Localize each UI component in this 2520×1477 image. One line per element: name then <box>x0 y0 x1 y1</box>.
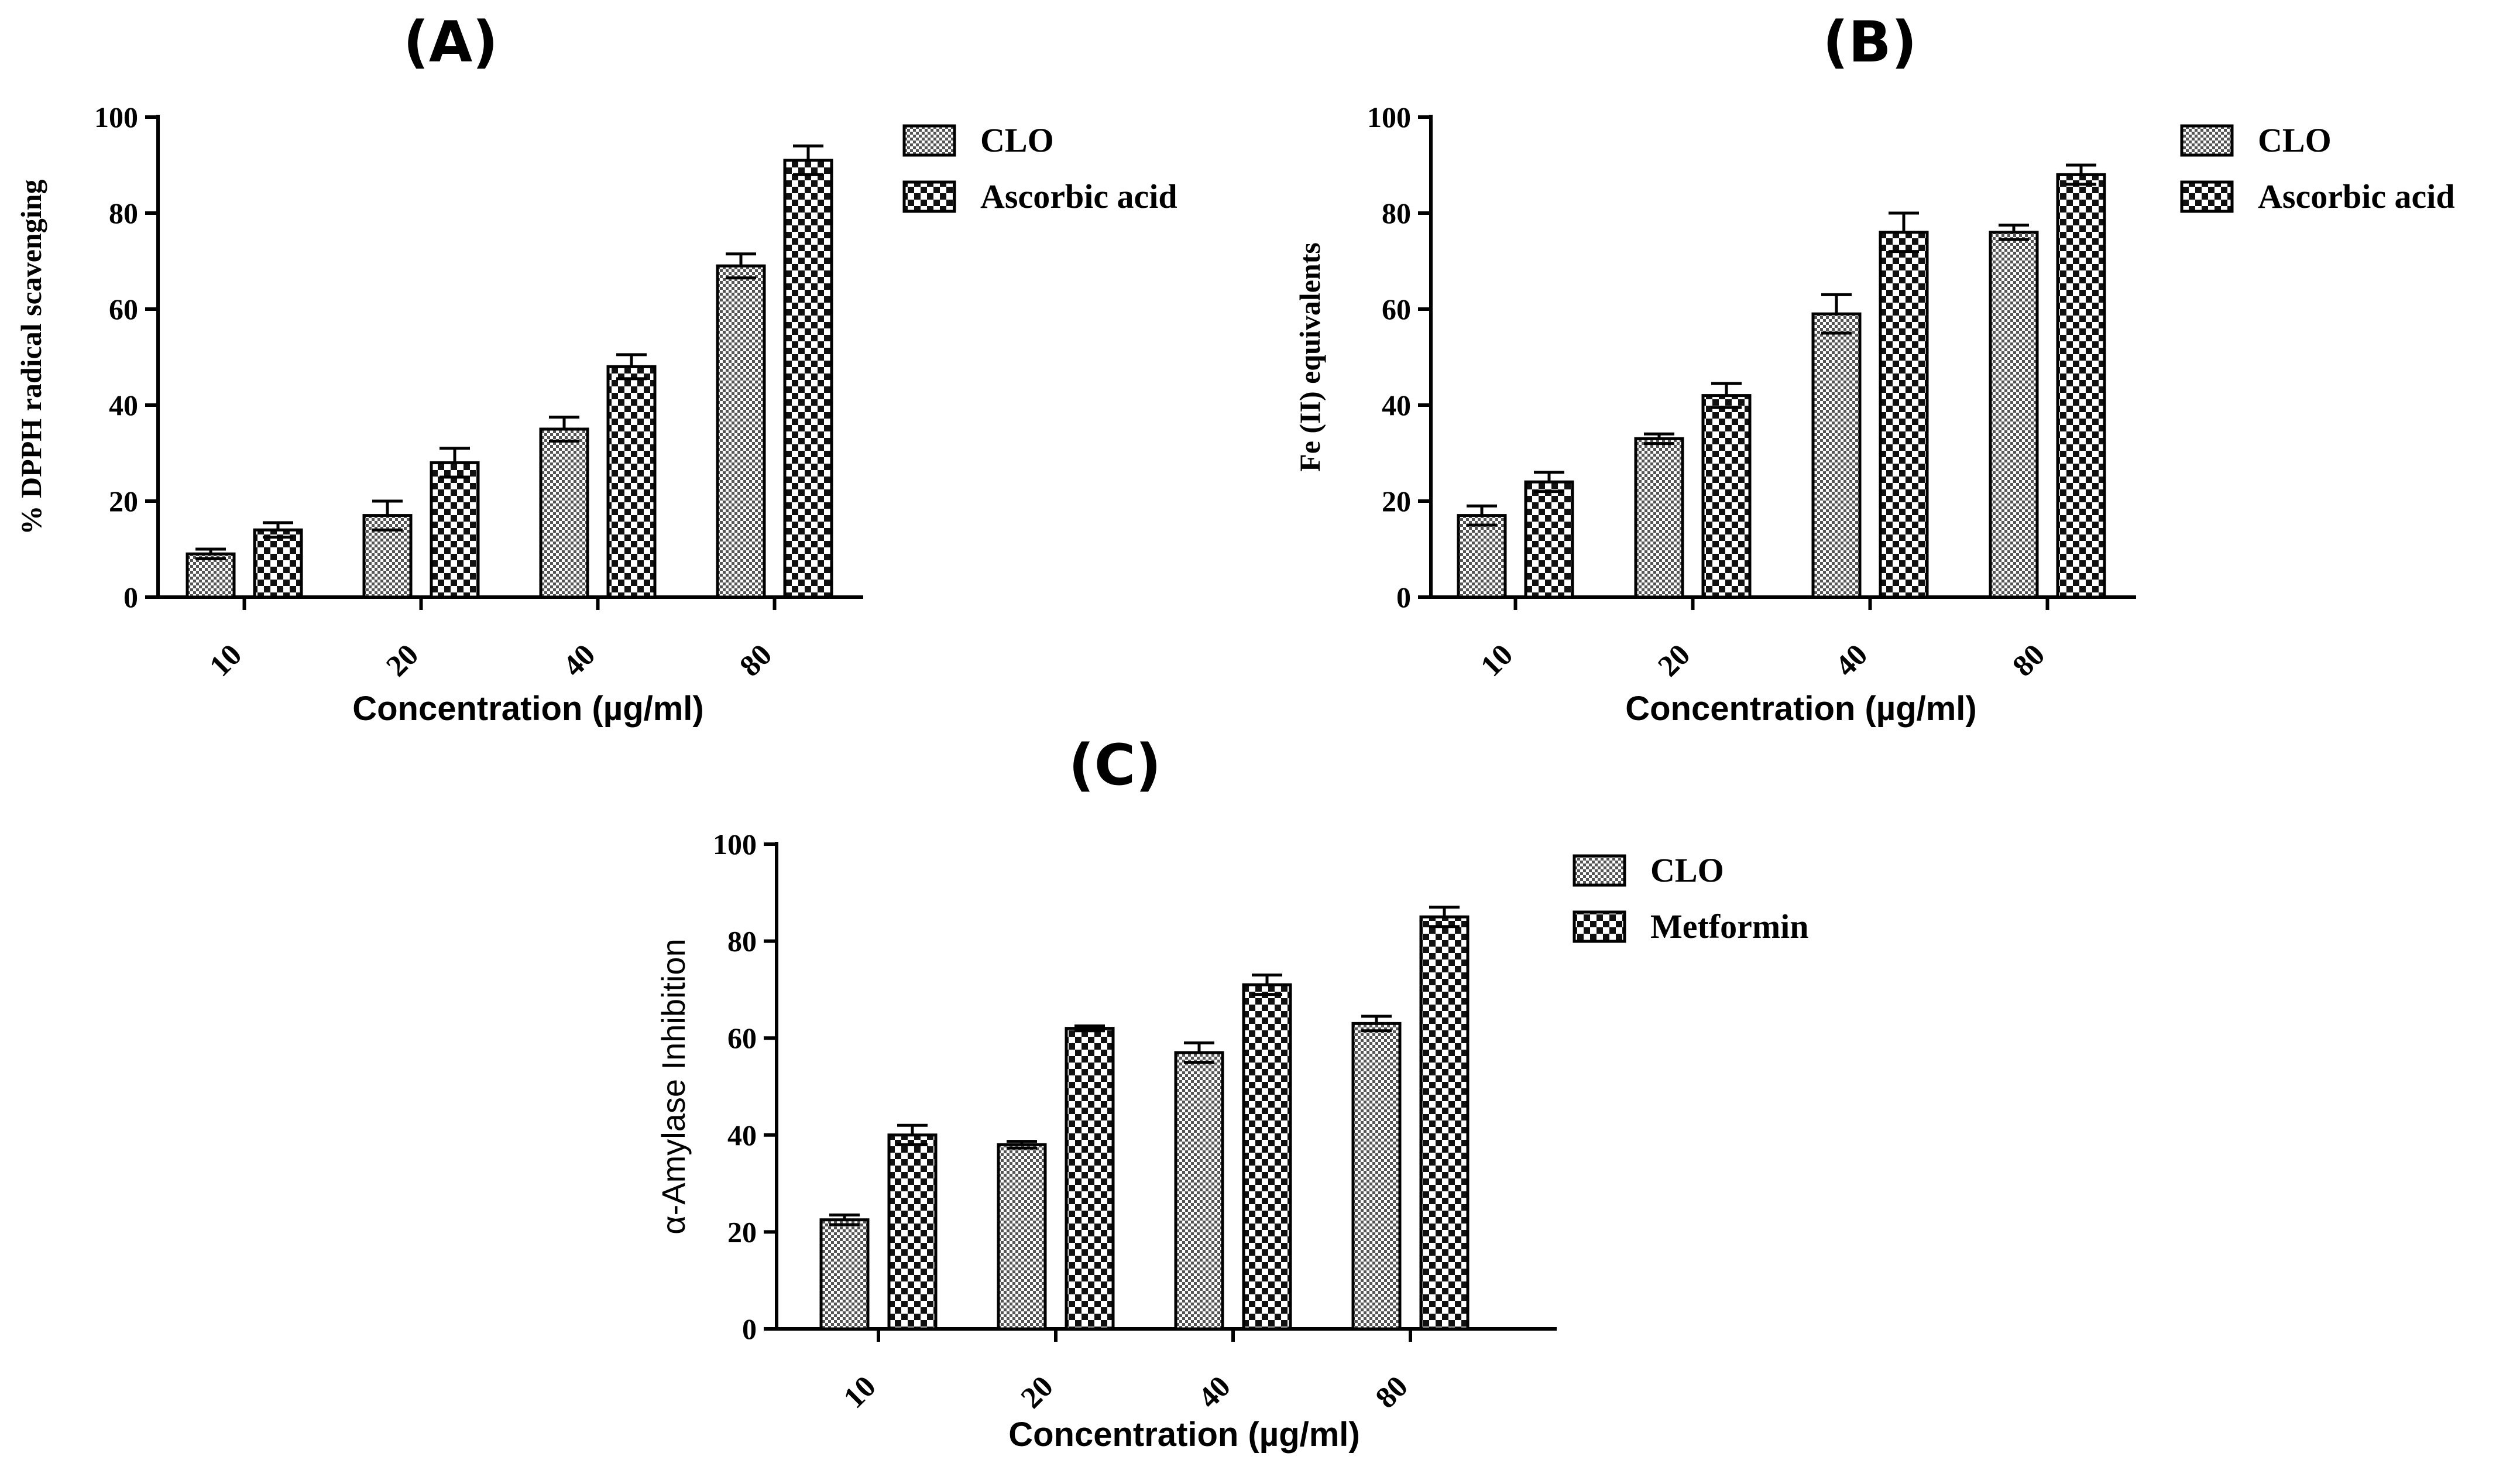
panel-title: (C) <box>1069 732 1161 798</box>
y-tick-label: 80 <box>109 197 138 229</box>
bar-ascorbic-acid-10 <box>253 528 303 599</box>
bar-ascorbic-acid-10 <box>1524 480 1574 599</box>
legend-swatch <box>1573 910 1626 943</box>
y-tick-label: 20 <box>727 1215 757 1248</box>
panel-title: (B) <box>1823 9 1917 75</box>
legend-swatch <box>1573 854 1626 887</box>
legend-swatch <box>902 180 956 213</box>
bar-clo-40 <box>539 427 589 599</box>
chart-panel-1: (B) 0 20 40 60 80 100 10 20 40 80 Concentration (µg… <box>1293 9 2455 728</box>
bar-clo-20 <box>1634 437 1684 599</box>
bar-clo-80 <box>716 264 766 599</box>
y-tick-label: 60 <box>1382 293 1411 325</box>
bar-clo-10 <box>819 1218 870 1331</box>
legend-swatch <box>2180 180 2234 213</box>
x-tick-label: 40 <box>1192 1370 1237 1415</box>
x-tick-label: 20 <box>380 638 425 683</box>
x-axis-label: Concentration (µg/ml) <box>1008 1416 1360 1454</box>
x-axis-label: Concentration (µg/ml) <box>1625 690 1977 728</box>
y-tick-label: 60 <box>109 293 138 325</box>
legend-swatch <box>902 124 956 157</box>
x-tick-label: 40 <box>1829 638 1874 683</box>
bar-metformin-20 <box>1065 1027 1115 1331</box>
legend-swatch <box>2180 124 2234 157</box>
x-tick-label: 10 <box>203 638 248 683</box>
panel-title: (A) <box>403 9 498 75</box>
x-tick-label: 20 <box>1015 1370 1060 1415</box>
legend-label: CLO <box>980 121 1054 159</box>
y-tick-label: 80 <box>1382 197 1411 229</box>
bar-metformin-40 <box>1242 983 1292 1331</box>
bar-metformin-80 <box>1419 915 1470 1331</box>
y-tick-label: 40 <box>1382 389 1411 421</box>
x-tick-label: 10 <box>1474 638 1519 683</box>
y-tick-label: 0 <box>742 1312 757 1345</box>
bar-clo-20 <box>997 1143 1047 1331</box>
bar-ascorbic-acid-40 <box>606 365 657 599</box>
x-tick-label: 80 <box>1369 1370 1415 1415</box>
bar-clo-10 <box>186 552 236 599</box>
bar-clo-40 <box>1811 312 1862 599</box>
bar-ascorbic-acid-80 <box>2056 173 2106 599</box>
y-tick-label: 20 <box>109 485 138 518</box>
bar-clo-20 <box>362 514 413 599</box>
chart-panel-0: (A) 0 20 40 60 80 100 10 20 40 80 Concentration (µg… <box>15 9 1177 728</box>
x-tick-label: 20 <box>1652 638 1697 683</box>
y-tick-label: 20 <box>1382 485 1411 518</box>
x-tick-label: 10 <box>837 1370 883 1415</box>
legend-label: Ascorbic acid <box>2258 177 2455 215</box>
y-tick-label: 100 <box>94 101 138 133</box>
y-tick-label: 60 <box>727 1022 757 1054</box>
legend-label: Metformin <box>1650 907 1809 945</box>
bar-ascorbic-acid-20 <box>430 461 480 599</box>
y-tick-label: 100 <box>1367 101 1411 133</box>
y-axis-label: Fe (II) equivalents <box>1293 242 1326 472</box>
y-tick-label: 0 <box>1396 581 1411 614</box>
x-tick-label: 40 <box>557 638 602 683</box>
bar-ascorbic-acid-20 <box>1701 394 1752 599</box>
bar-clo-80 <box>1989 231 2039 599</box>
bar-clo-40 <box>1174 1051 1224 1331</box>
bar-clo-10 <box>1457 514 1507 599</box>
y-tick-label: 0 <box>123 581 138 614</box>
y-tick-label: 40 <box>727 1119 757 1152</box>
y-axis-label: α-Amylase Inhibition <box>655 938 692 1234</box>
x-tick-label: 80 <box>733 638 778 683</box>
legend-label: CLO <box>1650 851 1724 889</box>
bar-metformin-10 <box>887 1133 938 1331</box>
y-axis-label: % DPPH radical scavenging <box>15 180 47 535</box>
y-tick-label: 100 <box>713 828 757 861</box>
y-tick-label: 80 <box>727 925 757 958</box>
x-tick-label: 80 <box>2006 638 2051 683</box>
legend-label: Ascorbic acid <box>980 177 1177 215</box>
x-axis-label: Concentration (µg/ml) <box>352 690 704 728</box>
bar-ascorbic-acid-80 <box>783 159 833 599</box>
y-tick-label: 40 <box>109 389 138 421</box>
bar-clo-80 <box>1351 1022 1402 1331</box>
bar-ascorbic-acid-40 <box>1879 231 1929 599</box>
legend-label: CLO <box>2258 121 2332 159</box>
